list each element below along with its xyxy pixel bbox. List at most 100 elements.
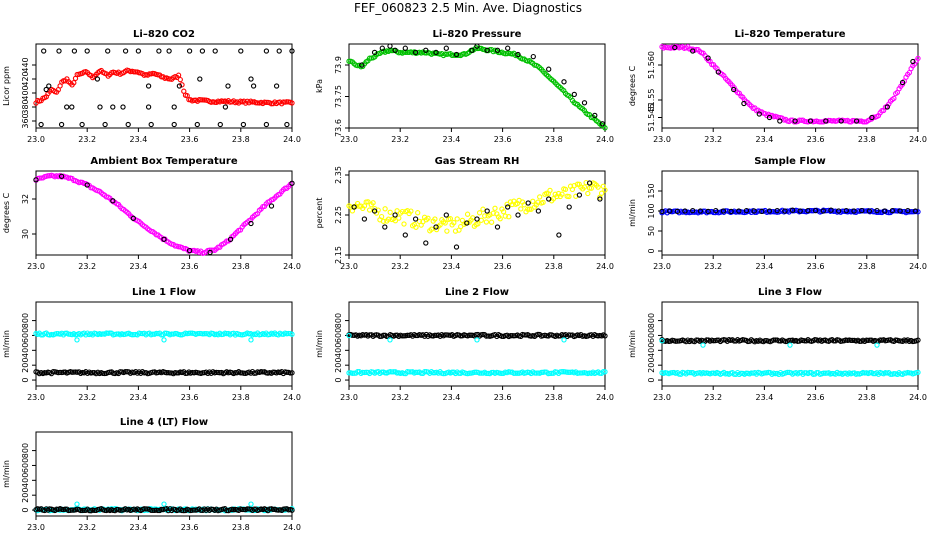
y-tick-label: 800 bbox=[334, 313, 343, 328]
data-point bbox=[217, 121, 223, 128]
data-point bbox=[84, 48, 90, 54]
data-point bbox=[741, 100, 747, 107]
plot-frame bbox=[348, 170, 606, 256]
data-point bbox=[161, 337, 167, 343]
data-point bbox=[659, 208, 665, 215]
data-point bbox=[38, 121, 44, 128]
data-point bbox=[447, 216, 454, 222]
data-point bbox=[766, 208, 773, 214]
data-point bbox=[215, 244, 221, 250]
data-point bbox=[891, 371, 897, 377]
data-point bbox=[284, 369, 290, 375]
x-tick-label: 23.6 bbox=[807, 262, 825, 271]
data-point bbox=[385, 216, 392, 222]
y-tick-label: 0 bbox=[334, 378, 343, 383]
data-point bbox=[79, 121, 85, 128]
y-tick-label: 100 bbox=[647, 203, 656, 218]
data-point bbox=[899, 79, 906, 86]
data-point bbox=[497, 216, 503, 222]
x-tick-label: 23.4 bbox=[755, 262, 773, 271]
data-point bbox=[399, 208, 405, 215]
data-point bbox=[145, 83, 152, 89]
data-point bbox=[387, 337, 393, 343]
data-point bbox=[145, 104, 152, 110]
data-point bbox=[505, 204, 511, 210]
panel-sample_flow: Sample Flow ml/min 23.0 23.2 23.4 23.6 23.8 24.… bbox=[628, 156, 927, 271]
data-point bbox=[179, 507, 185, 514]
data-point bbox=[910, 209, 916, 215]
data-point bbox=[171, 121, 177, 128]
data-point bbox=[379, 45, 385, 51]
series-1 bbox=[33, 173, 295, 256]
data-point bbox=[289, 507, 295, 513]
data-point bbox=[672, 44, 678, 51]
data-point bbox=[110, 104, 116, 110]
data-point bbox=[56, 48, 62, 54]
data-point bbox=[197, 76, 203, 82]
data-point bbox=[915, 337, 921, 343]
data-point bbox=[566, 193, 572, 200]
series-0 bbox=[33, 67, 295, 107]
data-point bbox=[161, 501, 167, 507]
data-point bbox=[859, 207, 865, 214]
data-point bbox=[222, 104, 229, 110]
data-point bbox=[371, 49, 378, 56]
data-point bbox=[659, 338, 665, 344]
data-point bbox=[378, 213, 385, 220]
x-tick-label: 23.8 bbox=[858, 393, 876, 402]
data-point bbox=[515, 212, 521, 218]
data-point bbox=[84, 182, 90, 188]
series-1 bbox=[659, 207, 919, 215]
y-tick-label: 600 bbox=[647, 328, 656, 343]
data-point bbox=[276, 48, 282, 54]
data-point bbox=[838, 118, 844, 124]
data-point bbox=[289, 331, 295, 337]
x-tick-label: 23.6 bbox=[181, 393, 199, 402]
data-point bbox=[774, 207, 780, 214]
data-point bbox=[102, 121, 108, 128]
x-tick-label: 23.4 bbox=[442, 262, 460, 271]
data-point bbox=[250, 83, 257, 89]
x-tick-label: 23.6 bbox=[494, 262, 512, 271]
data-point bbox=[289, 48, 295, 54]
x-tick-label: 23.2 bbox=[704, 262, 722, 271]
data-point bbox=[71, 48, 78, 54]
data-point bbox=[248, 501, 254, 507]
data-point bbox=[697, 208, 704, 214]
x-tick-label: 23.4 bbox=[755, 135, 773, 144]
x-tick-label: 23.0 bbox=[340, 135, 358, 144]
x-tick-label: 23.2 bbox=[391, 135, 409, 144]
data-point bbox=[535, 208, 542, 214]
data-point bbox=[546, 66, 552, 72]
panel-rh: Gas Stream RH percent 23.0 23.2 23.4 23.6 23.8… bbox=[315, 156, 614, 271]
data-point bbox=[583, 179, 589, 186]
data-point bbox=[494, 224, 501, 230]
panel-title: Sample Flow bbox=[754, 156, 826, 167]
y-tick-label: 380 bbox=[21, 99, 30, 114]
series-1 bbox=[38, 48, 295, 128]
series-1 bbox=[74, 337, 254, 343]
series-1 bbox=[351, 180, 603, 250]
data-point bbox=[476, 210, 483, 216]
data-point bbox=[476, 370, 483, 376]
x-tick-label: 23.0 bbox=[653, 262, 671, 271]
data-point bbox=[186, 48, 193, 54]
data-point bbox=[349, 332, 356, 338]
y-tick-label: 30 bbox=[21, 229, 30, 239]
x-tick-label: 23.8 bbox=[232, 523, 250, 532]
data-point bbox=[437, 222, 443, 228]
y-tick-label: 2.25 bbox=[334, 206, 343, 224]
data-point bbox=[700, 342, 706, 348]
series-2 bbox=[74, 501, 254, 507]
x-tick-label: 23.6 bbox=[494, 135, 512, 144]
data-point bbox=[823, 118, 829, 124]
data-point bbox=[547, 187, 553, 194]
data-point bbox=[43, 86, 49, 93]
series-0 bbox=[659, 44, 921, 125]
series-2 bbox=[659, 369, 921, 378]
y-axis-label: ml/min bbox=[315, 330, 324, 358]
data-point bbox=[848, 337, 854, 344]
data-point bbox=[415, 210, 421, 216]
data-point bbox=[771, 337, 777, 343]
data-point bbox=[349, 370, 356, 376]
